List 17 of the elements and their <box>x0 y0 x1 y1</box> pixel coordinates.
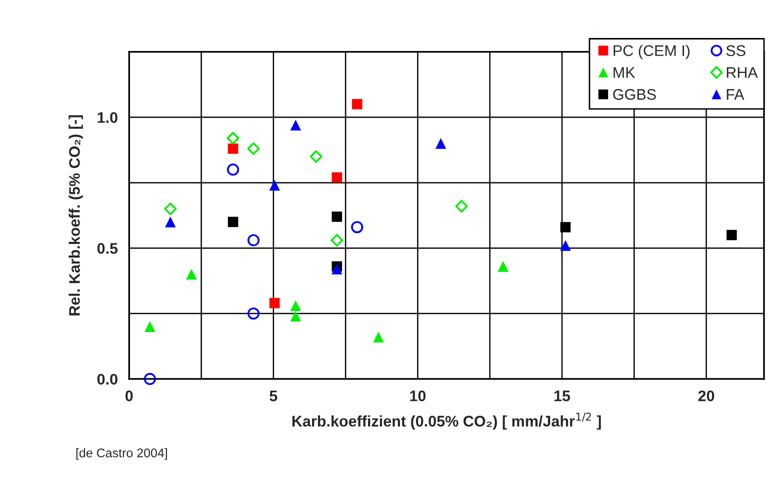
y-tick-label: 0.5 <box>97 242 118 254</box>
legend-label: MK <box>614 67 636 78</box>
x-axis-title: Karb.koeffizient (0.05% CO₂) [ mm/Jahr$^{1/2}$ ] <box>292 412 601 430</box>
x-tick-label: 5 <box>270 390 278 402</box>
x-tick-label: 10 <box>410 390 426 402</box>
x-tick-label: 15 <box>554 390 570 402</box>
y-tick-label: 1.0 <box>98 112 118 123</box>
legend-label: SS <box>726 45 746 56</box>
legend-label: PC (CEM I) <box>614 44 690 60</box>
text: [de Castro 2004] <box>76 448 167 460</box>
legend-label: RHA <box>726 67 758 78</box>
legend-label: GGBS <box>613 89 656 100</box>
x-tick-label: 0 <box>126 390 133 402</box>
legend-label: FA <box>726 89 744 100</box>
x-tick-label: 20 <box>698 390 714 402</box>
y-axis-title: Rel. Karb.koeff. (5% CO₂) [-] <box>68 115 83 316</box>
y-tick-label: 0.0 <box>97 374 118 385</box>
